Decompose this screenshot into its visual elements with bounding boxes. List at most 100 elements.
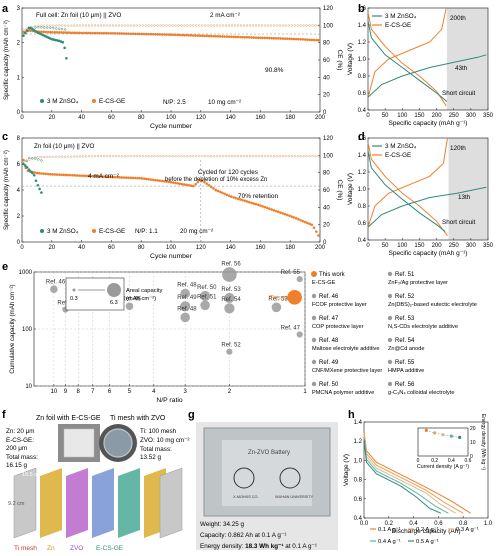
f-dim-height: 9.2 cm xyxy=(8,501,25,507)
chart-a-ce-ecsge xyxy=(126,24,129,27)
chart-a-cap-ecsge xyxy=(131,32,135,36)
chart-c-cap-ecsge xyxy=(245,200,249,203)
chart-c-ce-ecsge xyxy=(111,155,115,158)
chart-a-cap-ecsge xyxy=(124,32,128,36)
chart-c-xlabel: Cycle number xyxy=(150,253,193,260)
chart-a-y2tick-label: 80 xyxy=(323,41,330,47)
chart-c-cap-ecsge xyxy=(73,174,77,177)
chart-c-y2tick-label: 120 xyxy=(323,136,334,142)
chart-d-xtick-label: 200 xyxy=(432,243,443,249)
chart-e-point-label: Ref. 54 xyxy=(221,297,241,303)
legend-e-ref: Ref. 46 xyxy=(319,294,339,300)
chart-a-cap-ecsge xyxy=(221,35,224,38)
chart-h-inset-xlabel: Current density (A g⁻¹) xyxy=(417,464,469,470)
chart-a-cycling: 0 20 40 60 80 100 120 140 160 180 2000123020406080… xyxy=(3,6,343,130)
chart-c-ce-ecsge xyxy=(293,155,296,158)
chart-c-ytick-label: 2 xyxy=(17,214,21,220)
chart-c-cap-ecsge xyxy=(187,183,191,187)
chart-a-ce-ecsge xyxy=(108,24,112,27)
chart-a-ce-ecsge xyxy=(224,24,228,27)
chart-a-cap-ecsge xyxy=(78,31,81,35)
g-logo-right xyxy=(279,467,301,489)
chart-c-cap-ecsge xyxy=(57,173,61,177)
chart-a-xtick-label: 120 xyxy=(196,115,207,121)
chart-c-ce-ecsge xyxy=(87,155,91,158)
chart-h-inset-plot-frame xyxy=(417,427,469,457)
chart-a-cap-ecsge xyxy=(272,36,276,40)
chart-a-cap-ecsge xyxy=(232,35,235,39)
chart-a-ce-ecsge xyxy=(239,24,243,27)
chart-c-ce-znso4 xyxy=(34,157,37,160)
chart-c-cap-ecsge xyxy=(314,230,318,233)
chart-a-cap-ecsge xyxy=(292,37,296,41)
chart-c-ce-ecsge xyxy=(73,155,76,158)
chart-d-ytick-label: 1.4 xyxy=(358,153,367,159)
chart-c-cap-ecsge xyxy=(51,173,54,176)
chart-a-ce-ecsge xyxy=(302,24,305,27)
chart-a-ce-ecsge xyxy=(210,24,213,27)
chart-a-ce-ecsge xyxy=(105,24,109,27)
chart-a-cap-ecsge xyxy=(55,31,59,34)
chart-h-legend-label: 0.3 A g⁻¹ xyxy=(456,527,479,533)
chart-a-ce-znso4 xyxy=(61,27,64,31)
chart-a-xtick-label: 180 xyxy=(285,115,296,121)
chart-a-ytick-label: 1 xyxy=(17,75,21,81)
chart-c-ytick-label: 6 xyxy=(17,162,21,168)
chart-c-cap-ecsge xyxy=(22,158,25,162)
chart-a-plot-frame xyxy=(21,7,321,113)
chart-a-xtick-label: 160 xyxy=(255,115,266,121)
chart-a-ytick-label: 0 xyxy=(17,110,21,116)
chart-b-ytick-label: 0.4 xyxy=(358,108,367,114)
chart-c-xtick-label: 180 xyxy=(285,245,296,251)
chart-a-ce-ecsge xyxy=(87,24,91,27)
chart-c-cap-ecsge xyxy=(247,200,251,204)
chart-c-ytick-label: 8 xyxy=(17,136,21,142)
chart-b-xtick-label: 0 xyxy=(366,113,370,119)
chart-a-ce-ecsge xyxy=(290,24,293,27)
f-layer-ecsge: E-CS-GE xyxy=(96,545,124,552)
legend-e-desc: HMPA additive xyxy=(388,368,424,374)
chart-c-cap-ecsge xyxy=(218,190,222,194)
chart-e-xtick-label: 5 xyxy=(128,389,132,395)
chart-c-ce-ecsge xyxy=(254,155,258,158)
chart-c-cap-ecsge xyxy=(261,205,264,208)
chart-c-cap-ecsge xyxy=(78,174,81,177)
chart-a-ce-znso4 xyxy=(34,26,37,29)
chart-a-ce-ecsge xyxy=(49,24,52,27)
chart-a-cap-ecsge xyxy=(62,31,66,34)
chart-a-cap-ecsge xyxy=(205,34,209,38)
chart-a-ce-ecsge xyxy=(120,24,123,27)
chart-c-cap-ecsge xyxy=(267,207,271,211)
chart-a-cap-ecsge xyxy=(234,35,238,39)
chart-h-inset-ytick-label: 10 xyxy=(470,440,476,446)
f-layer-ti: Ti mesh xyxy=(14,545,37,552)
chart-c-plot-frame xyxy=(21,137,321,243)
chart-c-ce-ecsge xyxy=(61,155,64,158)
chart-a-cap-ecsge xyxy=(216,34,220,38)
chart-d-annotation: 13th xyxy=(458,194,471,201)
chart-a-cap-ecsge xyxy=(171,33,175,37)
legend-e-desc: g-C₃N₄ colloidal electrolyte xyxy=(388,390,454,396)
chart-a-ce-ecsge xyxy=(58,24,61,27)
chart-c-ce-ecsge xyxy=(168,155,171,158)
chart-a-ce-ecsge xyxy=(22,28,25,31)
chart-h-legend-label: 0.1 A g⁻¹ xyxy=(378,527,401,533)
chart-a-cap-ecsge xyxy=(259,36,262,40)
chart-c-cap-ecsge xyxy=(129,176,133,180)
chart-c-cap-ecsge xyxy=(69,173,72,177)
chart-h-ytick-label: 1.0 xyxy=(354,458,363,464)
chart-c-ce-ecsge xyxy=(153,155,156,158)
f-layer-zn: Zn xyxy=(47,545,55,552)
chart-c-annotation: Cycled for 120 cycles xyxy=(198,169,258,176)
chart-a-ce-ecsge xyxy=(269,24,272,27)
chart-a-ce-ecsge xyxy=(159,24,162,27)
chart-h-inset-xtick-label: 0.2 xyxy=(431,458,438,464)
chart-c-cap-ecsge xyxy=(136,176,139,180)
chart-b-xtick-label: 50 xyxy=(382,113,389,119)
panel-label-f: f xyxy=(2,409,6,421)
chart-e-ytick-label: 1000 xyxy=(19,270,33,276)
chart-h-inset-xtick-label: 0.6 xyxy=(465,458,472,464)
chart-a-ce-znso4 xyxy=(40,26,43,29)
chart-h-ytick-label: 1.4 xyxy=(354,420,363,426)
chart-c-ce-ecsge xyxy=(284,155,287,158)
